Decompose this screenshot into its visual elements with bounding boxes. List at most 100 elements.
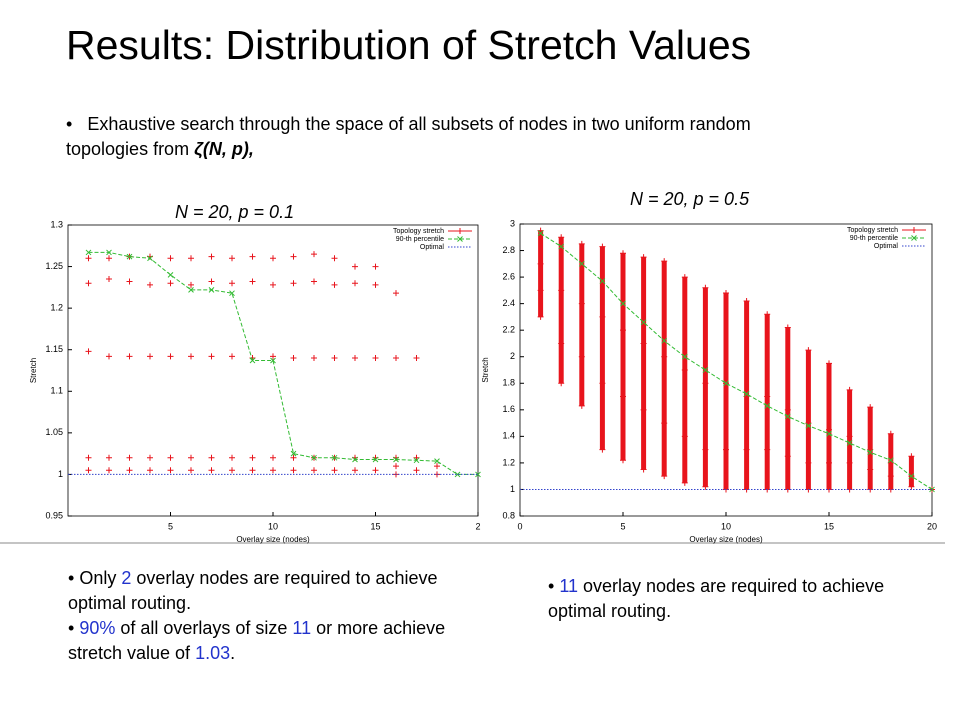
plus-marker — [784, 406, 791, 413]
x-marker — [826, 430, 832, 437]
plus-marker — [311, 355, 317, 362]
plus-marker — [229, 467, 235, 474]
plus-marker — [537, 313, 544, 320]
plus-marker — [702, 483, 709, 490]
y-tick-label: 1.2 — [50, 303, 63, 313]
x-marker — [805, 422, 812, 429]
plus-marker — [826, 459, 832, 466]
plus-marker — [352, 355, 358, 362]
y-tick-label: 0.95 — [45, 510, 63, 520]
text-part: ζ(N, p), — [194, 139, 254, 159]
plus-marker — [352, 280, 358, 287]
x-marker — [702, 367, 709, 373]
x-marker — [413, 457, 420, 464]
plus-marker — [393, 290, 399, 297]
plus-marker — [229, 255, 235, 262]
plus-marker — [620, 393, 626, 400]
plus-marker — [558, 340, 565, 347]
note: • 90% of all overlays of size 11 or more… — [68, 616, 498, 666]
bullet: • — [548, 576, 560, 596]
plus-marker — [290, 280, 297, 287]
x-marker — [311, 454, 317, 461]
plus-marker — [229, 280, 235, 287]
x-marker — [764, 402, 771, 409]
plus-marker — [311, 467, 317, 474]
plus-marker — [413, 355, 420, 362]
x-marker — [249, 357, 256, 364]
plus-marker — [270, 467, 276, 474]
x-marker — [640, 319, 647, 326]
plus-marker — [908, 483, 915, 490]
plus-marker — [784, 453, 791, 460]
plus-marker — [270, 281, 276, 288]
x-marker — [867, 449, 874, 456]
y-tick-label: 1.2 — [502, 457, 515, 467]
x-marker — [147, 255, 153, 262]
plus-marker — [85, 280, 92, 287]
plus-marker — [393, 463, 399, 470]
note: • Only 2 overlay nodes are required to a… — [68, 566, 498, 616]
plus-marker — [147, 281, 153, 288]
x-marker — [620, 300, 626, 307]
plus-marker — [126, 353, 133, 360]
plus-marker — [702, 380, 709, 387]
plus-marker — [620, 250, 626, 257]
plus-marker — [147, 454, 153, 461]
plus-marker — [167, 280, 174, 287]
chart-title: N = 20, p = 0.5 — [630, 189, 750, 209]
text-part: overlay nodes are required to achieve op… — [548, 576, 885, 621]
plus-marker — [826, 360, 832, 367]
x-marker — [434, 458, 440, 464]
bullet: • — [68, 618, 80, 638]
plus-marker — [106, 467, 112, 474]
plus-marker — [846, 459, 853, 466]
plus-marker — [147, 353, 153, 360]
x-marker — [331, 454, 338, 461]
x-tick-label: 20 — [927, 521, 937, 531]
x-marker — [372, 456, 379, 463]
plus-marker — [331, 281, 338, 288]
legend-label: Optimal — [874, 243, 899, 250]
text-part: or more achieve stretch value of — [68, 618, 446, 663]
x-marker — [290, 450, 297, 457]
text-part: 11 — [292, 618, 312, 638]
plus-marker — [331, 467, 338, 474]
x-marker — [126, 253, 133, 260]
x-marker — [85, 249, 92, 256]
plus-marker — [908, 453, 915, 460]
plus-marker — [599, 243, 606, 250]
plus-marker — [85, 348, 92, 355]
plus-marker — [290, 355, 297, 362]
legend-label: Topology stretch — [393, 228, 444, 235]
plus-marker — [208, 467, 215, 474]
x-tick-label: 2 — [475, 521, 480, 531]
plus-marker — [106, 454, 112, 461]
plus-marker — [599, 446, 606, 453]
legend-marker — [911, 227, 917, 233]
plus-marker — [578, 240, 585, 247]
plus-marker — [126, 467, 133, 474]
plus-marker — [106, 353, 112, 360]
plus-marker — [270, 454, 276, 461]
plus-marker — [661, 353, 668, 360]
plus-marker — [372, 467, 379, 474]
y-tick-label: 1 — [510, 484, 515, 494]
text-part: overlay nodes are required to achieve op… — [68, 568, 438, 613]
plus-marker — [681, 433, 688, 440]
text-part: 11 — [559, 576, 578, 596]
plus-marker — [229, 454, 235, 461]
plus-marker — [661, 420, 668, 427]
legend-marker — [457, 228, 463, 234]
plus-marker — [640, 406, 647, 413]
plus-marker — [372, 263, 379, 270]
plus-marker — [681, 367, 688, 373]
x-marker — [599, 278, 606, 284]
plus-marker — [188, 255, 194, 262]
intro: • Exhaustive search through the space of… — [66, 112, 826, 162]
x-marker — [229, 290, 235, 297]
plus-marker — [352, 467, 358, 474]
legend-label: Topology stretch — [847, 227, 898, 234]
y-axis-label: Stretch — [481, 357, 490, 382]
plus-marker — [208, 353, 215, 360]
